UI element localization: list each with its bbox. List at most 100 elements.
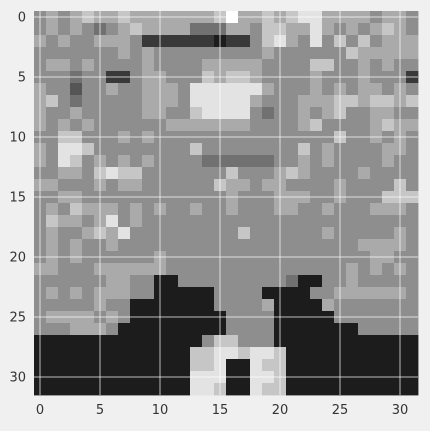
heatmap-cell: [358, 95, 371, 108]
heatmap-cell: [370, 275, 383, 288]
heatmap-cell: [202, 179, 215, 192]
heatmap-cell: [82, 239, 95, 252]
heatmap-cell: [346, 203, 359, 216]
heatmap-cell: [106, 107, 119, 120]
heatmap-cell: [58, 107, 71, 120]
heatmap-cell: [322, 227, 335, 240]
heatmap-cell: [370, 107, 383, 120]
heatmap-cell: [406, 23, 419, 36]
heatmap-cell: [238, 215, 251, 228]
heatmap-cell: [118, 143, 131, 156]
heatmap-cell: [310, 263, 323, 276]
heatmap-cell: [226, 287, 239, 300]
heatmap-cell: [130, 239, 143, 252]
heatmap-cell: [58, 83, 71, 96]
heatmap-cell: [118, 383, 131, 396]
heatmap-cell: [202, 35, 215, 48]
heatmap-cell: [190, 119, 203, 132]
heatmap-cell: [382, 107, 395, 120]
heatmap-cell: [238, 227, 251, 240]
heatmap-cell: [142, 203, 155, 216]
heatmap-cell: [70, 119, 83, 132]
heatmap-cell: [310, 287, 323, 300]
heatmap-cell: [166, 299, 179, 312]
heatmap-cell: [286, 155, 299, 168]
heatmap-cell: [82, 179, 95, 192]
heatmap-cell: [406, 107, 419, 120]
heatmap-cell: [58, 347, 71, 360]
heatmap-cell: [142, 167, 155, 180]
heatmap-cell: [286, 383, 299, 396]
heatmap-cell: [286, 119, 299, 132]
heatmap-cell: [358, 215, 371, 228]
heatmap-cell: [70, 299, 83, 312]
heatmap-cell: [262, 299, 275, 312]
heatmap-cell: [226, 299, 239, 312]
heatmap-cell: [286, 203, 299, 216]
heatmap-cell: [322, 107, 335, 120]
heatmap-cell: [118, 347, 131, 360]
heatmap-cell: [58, 167, 71, 180]
y-tick-label: 15: [9, 191, 26, 206]
heatmap-cell: [106, 347, 119, 360]
heatmap-cell: [310, 143, 323, 156]
heatmap-cell: [310, 59, 323, 72]
heatmap-cell: [238, 95, 251, 108]
heatmap-cell: [190, 383, 203, 396]
heatmap-cell: [202, 275, 215, 288]
heatmap-cell: [142, 383, 155, 396]
heatmap-cell: [250, 95, 263, 108]
heatmap-cell: [46, 227, 59, 240]
heatmap-cell: [166, 95, 179, 108]
heatmap-cell: [262, 119, 275, 132]
heatmap-cell: [142, 35, 155, 48]
heatmap-cell: [238, 119, 251, 132]
heatmap-cell: [346, 47, 359, 60]
heatmap-cell: [46, 179, 59, 192]
heatmap-cell: [382, 359, 395, 372]
heatmap-cell: [118, 287, 131, 300]
heatmap-cell: [130, 203, 143, 216]
heatmap-cell: [298, 347, 311, 360]
heatmap-cell: [262, 359, 275, 372]
heatmap-cell: [82, 35, 95, 48]
heatmap-cell: [406, 359, 419, 372]
heatmap-cell: [166, 383, 179, 396]
heatmap-cell: [346, 227, 359, 240]
heatmap-cell: [250, 335, 263, 348]
heatmap-cell: [70, 47, 83, 60]
heatmap-cell: [322, 167, 335, 180]
heatmap-cell: [238, 107, 251, 120]
heatmap-cell: [286, 299, 299, 312]
heatmap-cell: [118, 203, 131, 216]
heatmap-cell: [358, 383, 371, 396]
heatmap-cell: [358, 83, 371, 96]
heatmap-cell: [310, 155, 323, 168]
heatmap-cell: [322, 35, 335, 48]
heatmap-cell: [310, 239, 323, 252]
heatmap-cell: [130, 59, 143, 72]
heatmap-cell: [58, 323, 71, 336]
heatmap-cell: [82, 167, 95, 180]
heatmap-cell: [310, 95, 323, 108]
heatmap-cell: [322, 323, 335, 336]
heatmap-cell: [178, 203, 191, 216]
heatmap-cell: [166, 155, 179, 168]
heatmap-cell: [58, 287, 71, 300]
heatmap-cell: [82, 23, 95, 36]
heatmap-cell: [202, 203, 215, 216]
heatmap-cell: [286, 59, 299, 72]
heatmap-cell: [238, 23, 251, 36]
heatmap-cell: [310, 299, 323, 312]
heatmap-cell: [250, 179, 263, 192]
heatmap-cell: [70, 23, 83, 36]
heatmap-cell: [358, 107, 371, 120]
heatmap-cell: [118, 335, 131, 348]
heatmap-cell: [46, 167, 59, 180]
heatmap-cell: [202, 47, 215, 60]
heatmap-cell: [142, 275, 155, 288]
heatmap-cell: [310, 203, 323, 216]
heatmap-cell: [346, 347, 359, 360]
heatmap-cell: [406, 155, 419, 168]
heatmap-cell: [346, 119, 359, 132]
